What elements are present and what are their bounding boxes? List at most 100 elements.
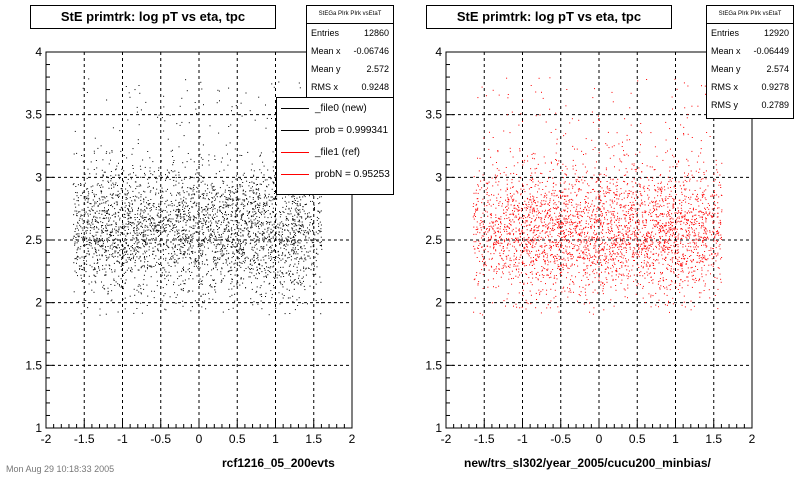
scatter-point: [261, 308, 263, 310]
scatter-point: [255, 235, 257, 237]
scatter-point: [592, 261, 594, 263]
scatter-point: [617, 212, 619, 214]
scatter-point: [274, 215, 276, 217]
scatter-point: [267, 266, 269, 268]
scatter-point: [284, 262, 286, 264]
scatter-point: [130, 259, 132, 261]
scatter-point: [224, 218, 225, 220]
scatter-point: [243, 239, 245, 241]
scatter-point: [196, 169, 198, 171]
scatter-point: [561, 215, 563, 217]
scatter-point: [221, 157, 223, 159]
scatter-point: [151, 238, 153, 240]
scatter-point: [275, 232, 277, 234]
scatter-point: [112, 242, 114, 244]
scatter-point: [237, 234, 239, 236]
scatter-point: [542, 97, 544, 99]
scatter-point: [240, 248, 242, 250]
scatter-point: [543, 255, 545, 257]
scatter-point: [304, 231, 306, 233]
scatter-point: [286, 205, 287, 207]
scatter-point: [225, 198, 227, 200]
scatter-point: [152, 228, 154, 230]
scatter-point: [175, 177, 177, 179]
scatter-point: [700, 257, 702, 258]
scatter-point: [189, 187, 191, 189]
scatter-point: [493, 244, 495, 246]
scatter-point: [179, 244, 181, 246]
scatter-point: [714, 179, 716, 181]
scatter-point: [170, 257, 171, 259]
scatter-point: [110, 231, 112, 233]
scatter-point: [173, 284, 174, 286]
scatter-point: [184, 237, 186, 239]
scatter-point: [211, 233, 212, 235]
scatter-point: [477, 231, 479, 233]
scatter-point: [188, 193, 190, 195]
scatter-point: [213, 256, 215, 258]
scatter-point: [318, 210, 319, 212]
scatter-point: [150, 190, 152, 192]
scatter-point: [280, 283, 282, 285]
scatter-point: [310, 269, 312, 271]
scatter-point: [269, 241, 271, 243]
scatter-point: [541, 222, 543, 224]
scatter-point: [198, 243, 200, 245]
scatter-point: [635, 229, 636, 231]
scatter-point: [255, 207, 257, 209]
scatter-point: [125, 251, 127, 253]
scatter-point: [133, 238, 135, 240]
scatter-point: [250, 187, 252, 189]
scatter-point: [174, 170, 176, 172]
scatter-point: [519, 282, 521, 283]
scatter-point: [235, 191, 237, 193]
scatter-point: [94, 275, 96, 277]
scatter-point: [680, 213, 681, 214]
scatter-point: [173, 160, 175, 161]
scatter-point: [320, 210, 322, 212]
scatter-point: [197, 304, 199, 306]
scatter-point: [229, 262, 231, 264]
scatter-point: [128, 92, 130, 94]
scatter-point: [155, 207, 157, 208]
scatter-point: [233, 224, 235, 226]
scatter-point: [72, 184, 74, 186]
scatter-point: [181, 289, 183, 291]
scatter-point: [273, 197, 275, 199]
scatter-point: [312, 273, 314, 275]
scatter-point: [166, 235, 168, 237]
scatter-point: [494, 244, 496, 245]
scatter-point: [545, 209, 546, 211]
scatter-point: [105, 259, 107, 261]
scatter-point: [167, 188, 168, 190]
scatter-point: [125, 197, 127, 198]
scatter-point: [136, 224, 138, 226]
scatter-point: [477, 247, 478, 249]
scatter-point: [78, 204, 80, 206]
scatter-point: [88, 275, 90, 277]
scatter-point: [80, 195, 82, 196]
scatter-point: [262, 222, 264, 224]
scatter-point: [509, 132, 511, 134]
scatter-point: [293, 195, 295, 197]
scatter-point: [534, 168, 536, 170]
scatter-point: [281, 284, 283, 286]
scatter-point: [133, 312, 135, 314]
scatter-point: [96, 221, 98, 223]
scatter-point: [185, 230, 187, 232]
scatter-point: [129, 212, 131, 214]
scatter-point: [199, 248, 201, 250]
scatter-point: [143, 245, 145, 247]
scatter-point: [207, 203, 209, 205]
scatter-point: [503, 228, 505, 230]
scatter-point: [284, 200, 286, 202]
scatter-point: [695, 199, 697, 201]
scatter-point: [194, 217, 196, 219]
scatter-point: [249, 263, 251, 265]
scatter-point: [685, 224, 687, 226]
scatter-point: [157, 212, 159, 214]
scatter-point: [117, 256, 119, 258]
scatter-point: [267, 210, 269, 211]
scatter-point: [265, 296, 266, 297]
scatter-point: [658, 248, 660, 250]
